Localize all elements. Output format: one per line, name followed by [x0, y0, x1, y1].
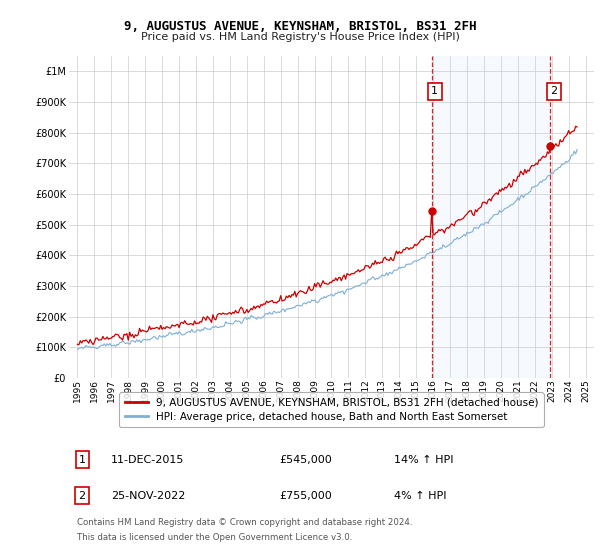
Text: 4% ↑ HPI: 4% ↑ HPI: [395, 491, 447, 501]
Text: £755,000: £755,000: [279, 491, 332, 501]
Text: 11-DEC-2015: 11-DEC-2015: [111, 455, 184, 465]
Text: 2: 2: [550, 86, 557, 96]
Text: 9, AUGUSTUS AVENUE, KEYNSHAM, BRISTOL, BS31 2FH: 9, AUGUSTUS AVENUE, KEYNSHAM, BRISTOL, B…: [124, 20, 476, 32]
Legend: 9, AUGUSTUS AVENUE, KEYNSHAM, BRISTOL, BS31 2FH (detached house), HPI: Average p: 9, AUGUSTUS AVENUE, KEYNSHAM, BRISTOL, B…: [119, 393, 544, 427]
Text: £545,000: £545,000: [279, 455, 332, 465]
Text: 14% ↑ HPI: 14% ↑ HPI: [395, 455, 454, 465]
Text: Price paid vs. HM Land Registry's House Price Index (HPI): Price paid vs. HM Land Registry's House …: [140, 32, 460, 43]
Bar: [432, 56, 550, 378]
Text: 25-NOV-2022: 25-NOV-2022: [111, 491, 185, 501]
Text: This data is licensed under the Open Government Licence v3.0.: This data is licensed under the Open Gov…: [77, 533, 352, 542]
Text: 1: 1: [431, 86, 439, 96]
Text: 1: 1: [79, 455, 86, 465]
Text: 2: 2: [79, 491, 86, 501]
Text: Contains HM Land Registry data © Crown copyright and database right 2024.: Contains HM Land Registry data © Crown c…: [77, 518, 412, 527]
